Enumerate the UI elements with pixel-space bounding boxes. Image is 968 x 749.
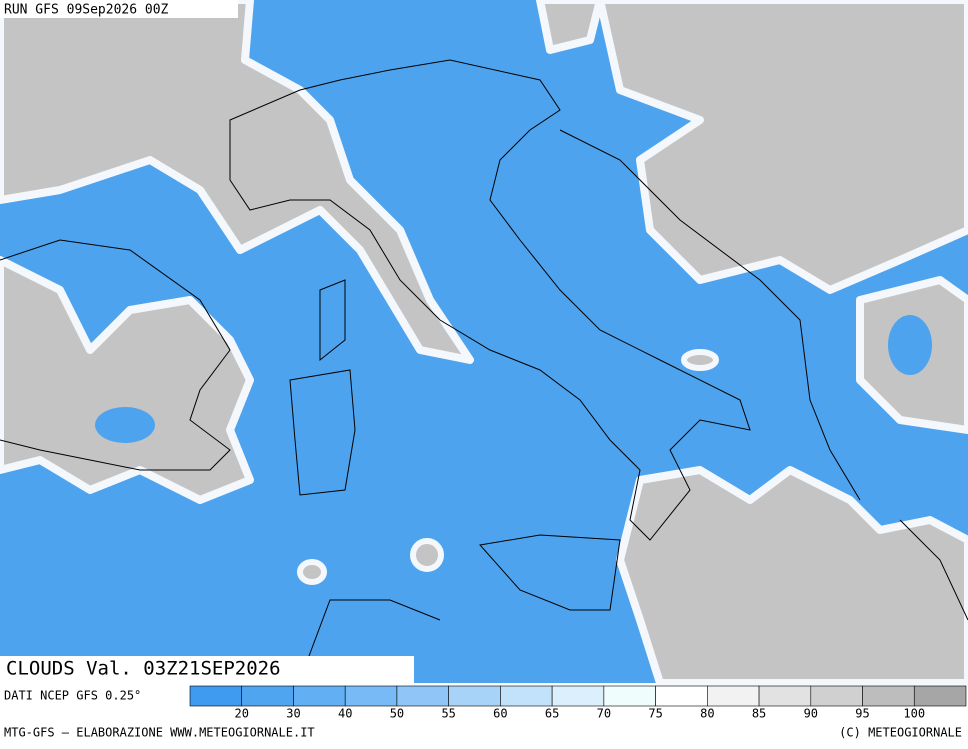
legend-label: 95: [855, 707, 869, 721]
legend-swatch: [655, 685, 708, 707]
legend-label: 20: [235, 707, 249, 721]
legend-swatch: [603, 685, 656, 707]
legend-swatch: [707, 685, 760, 707]
legend-label: 75: [648, 707, 662, 721]
legend-label: 60: [493, 707, 507, 721]
legend-label: 55: [441, 707, 455, 721]
legend-swatch: [862, 685, 915, 707]
legend-label: 40: [338, 707, 352, 721]
legend-swatch: [810, 685, 863, 707]
run-label: RUN GFS 09Sep2026 00Z: [4, 3, 169, 18]
legend-swatch: [551, 685, 605, 707]
map: [0, 0, 968, 687]
legend-swatch: [500, 685, 553, 707]
legend-label: 80: [700, 707, 714, 721]
legend-swatch: [189, 685, 243, 707]
legend-label: 90: [804, 707, 818, 721]
legend-swatch: [293, 685, 346, 707]
legend-swatch: [913, 685, 967, 707]
legend-label: 65: [545, 707, 559, 721]
legend-swatch: [344, 685, 398, 707]
run-box: [0, 0, 238, 18]
footer-left: MTG-GFS — ELABORAZIONE WWW.METEOGIORNALE…: [4, 726, 315, 740]
legend-label: 50: [390, 707, 404, 721]
legend-label: 30: [286, 707, 300, 721]
footer-right: (C) METEOGIORNALE: [839, 726, 962, 740]
legend-swatch: [758, 685, 812, 707]
legend-label: 85: [752, 707, 766, 721]
source-label: DATI NCEP GFS 0.25°: [4, 689, 141, 703]
title-box: [0, 656, 414, 683]
map-title: CLOUDS Val. 03Z21SEP2026: [6, 658, 281, 680]
legend-swatch: [396, 685, 449, 707]
legend: 20 30 40 50 55 60 65 70 75 80 85 90 95 100: [189, 685, 967, 721]
legend-swatch: [241, 685, 294, 707]
legend-swatch: [448, 685, 501, 707]
legend-label: 70: [597, 707, 611, 721]
legend-label: 100: [903, 707, 925, 721]
